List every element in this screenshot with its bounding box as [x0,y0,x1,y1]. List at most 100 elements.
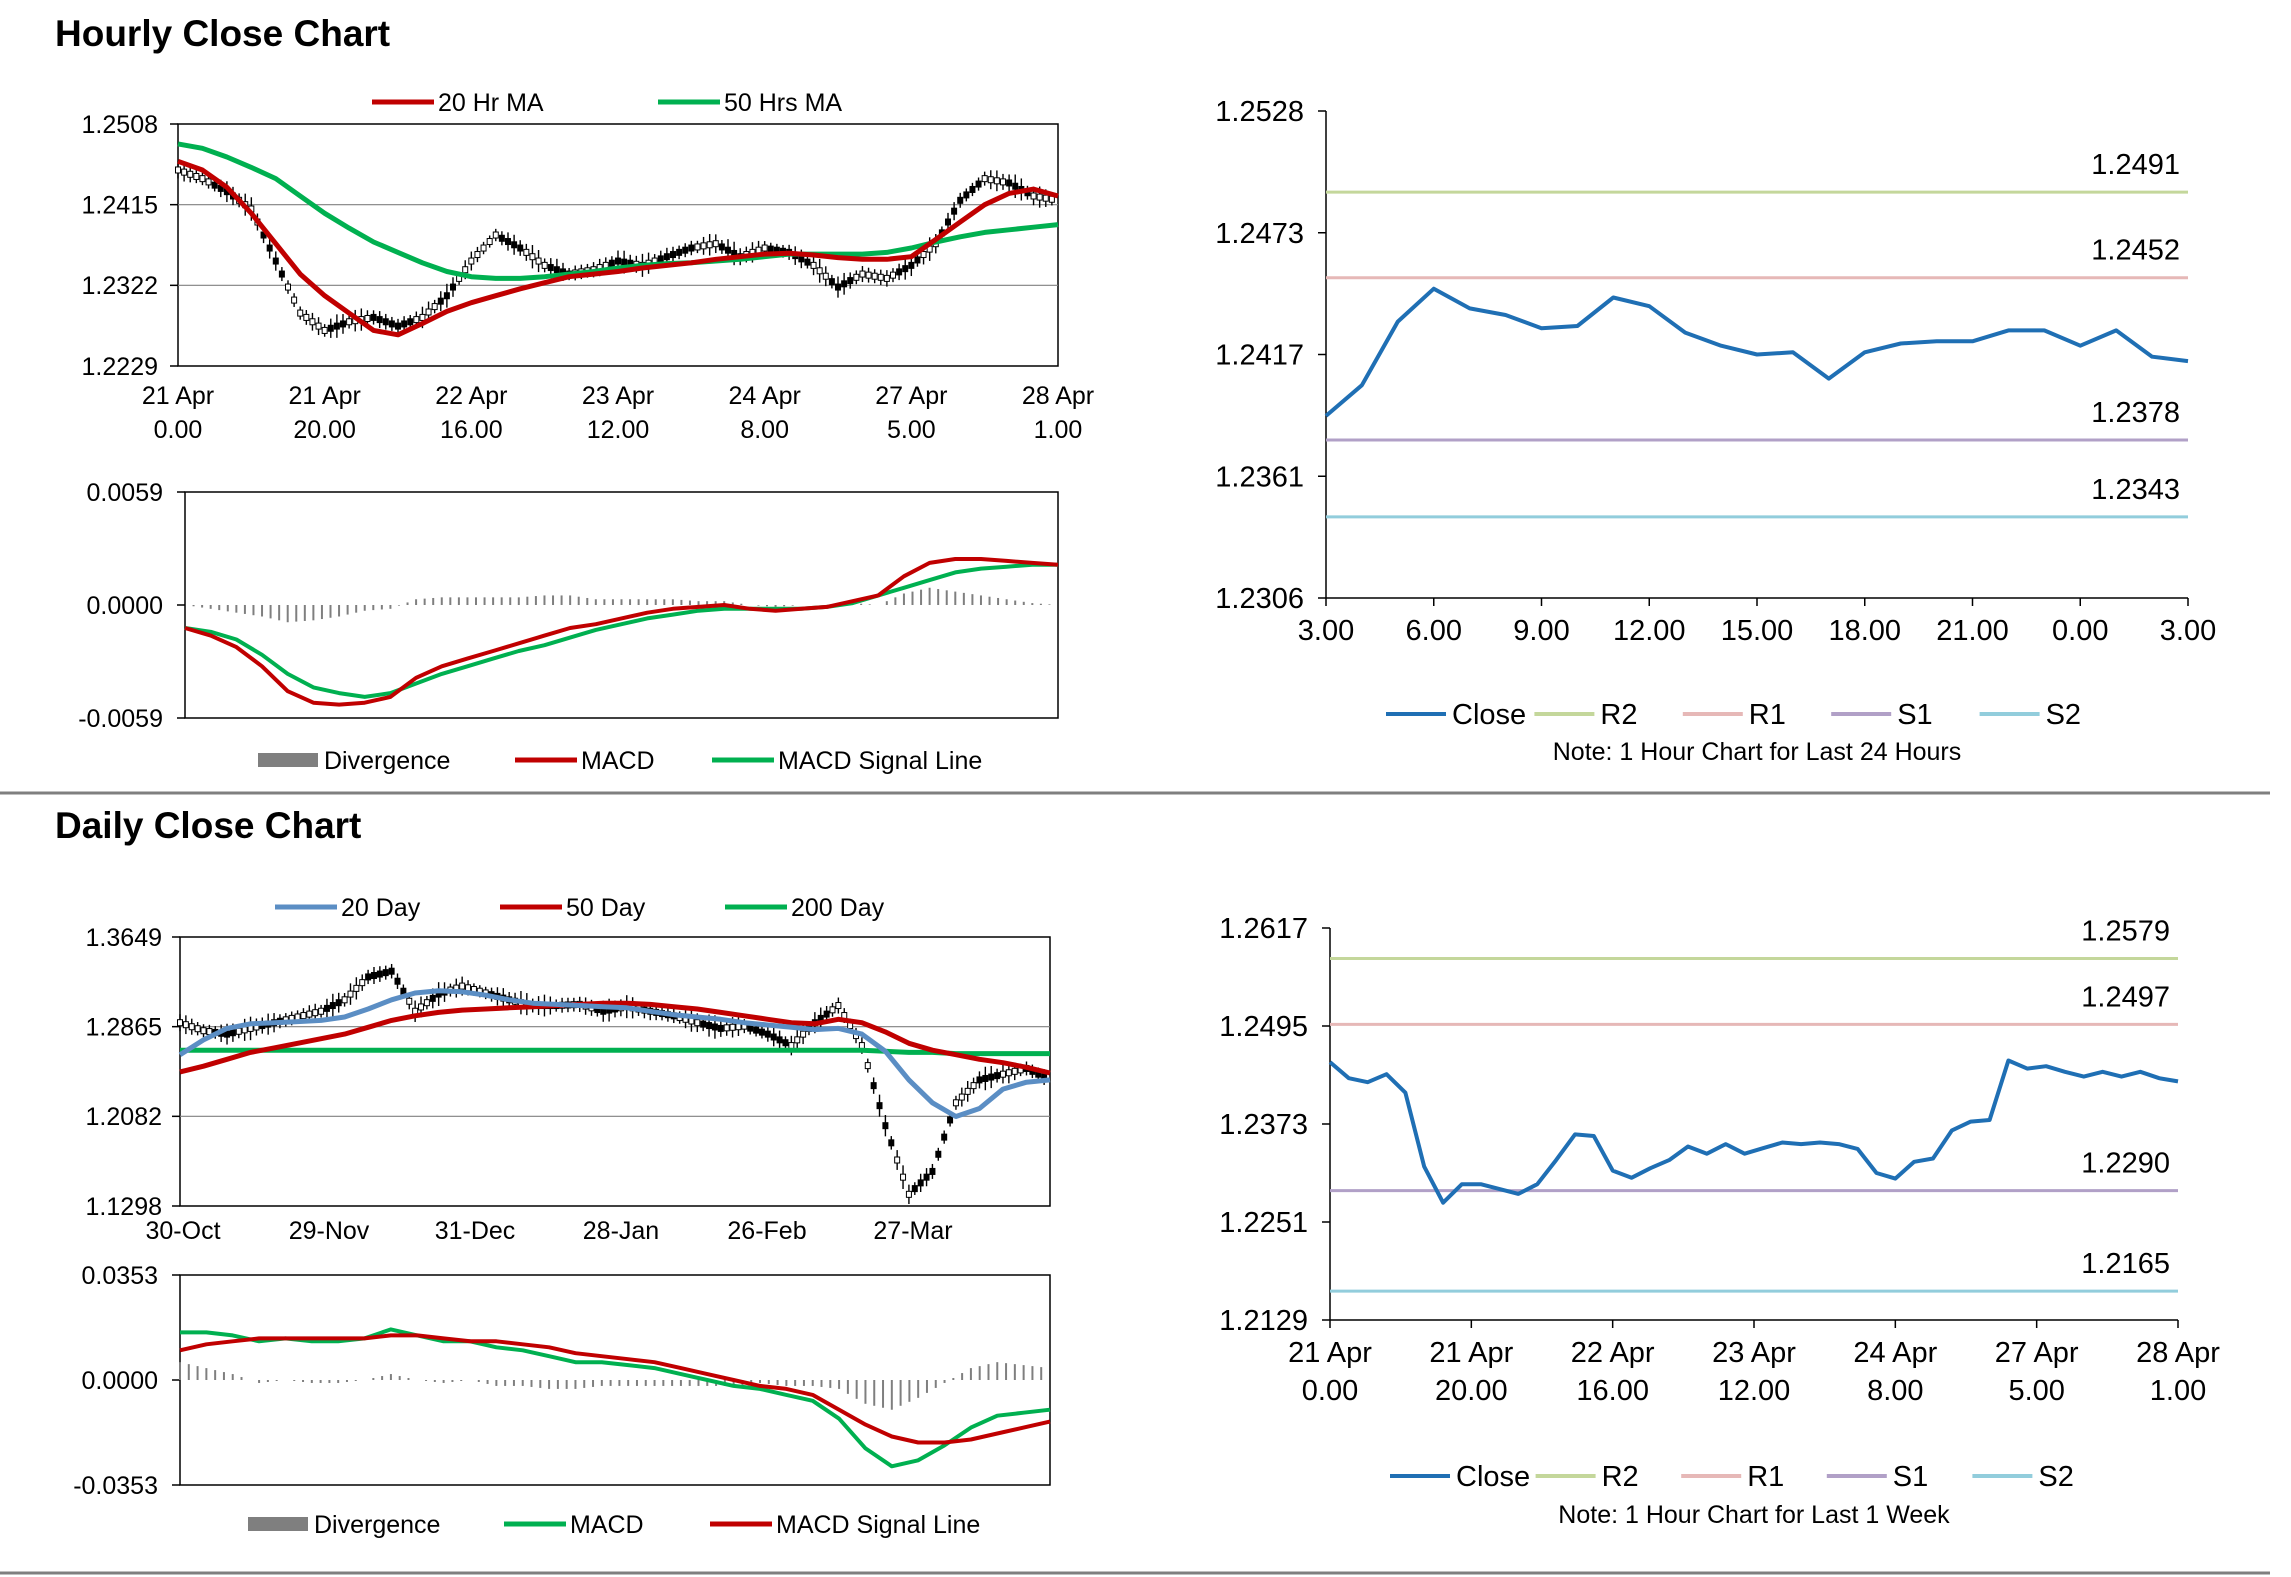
daily-macd-y-tick: 0.0353 [82,1262,158,1290]
daily-legend-divergence-swatch [248,1517,308,1531]
daily-macd-signal-line [179,1333,1051,1445]
daily-price-candle [418,1003,425,1011]
hourly-price-candle [890,271,896,279]
hourly-price-candle [462,266,469,274]
hourly-week-x-tick-time: 0.00 [1302,1375,1358,1407]
hourly-price-candle [541,261,548,269]
hourly-24h-legend-label: R1 [1749,699,1786,731]
hourly-price-candle [382,318,389,326]
daily-price-candle [459,982,466,990]
daily-price-candle [982,1074,989,1082]
daily-price-candle [788,1042,795,1050]
hourly-price-x-tick-time: 8.00 [740,416,789,444]
hourly-price-candle [333,322,340,330]
hourly-24h-y-tick: 1.2528 [1215,96,1304,128]
hourly-legend-divergence-label: Divergence [324,747,450,775]
daily-macd-y-tick: -0.0353 [73,1472,158,1500]
hourly-24h-legend-label: S2 [2046,699,2081,731]
daily-price-candle [382,969,389,977]
hourly-price-candle [761,244,768,252]
daily-legend-macd-signal-label: MACD Signal Line [776,1511,980,1539]
hourly-price-y-tick: 1.2322 [82,272,158,300]
hourly-price-candle [969,185,976,193]
hourly-price-candle [694,243,701,251]
hourly-price-y-tick: 1.2508 [82,111,158,139]
hourly-price-candle [553,266,560,274]
hourly-price-candle [859,270,866,278]
hourly-legend-ma50-label: 50 Hrs MA [724,89,842,117]
hourly-price-candle [431,303,438,311]
hourly-24h-x-tick: 12.00 [1613,615,1686,647]
hourly-price-candle [804,258,811,266]
daily-price-candle [794,1036,801,1044]
daily-price-candle [900,1173,907,1181]
hourly-price-candle [266,244,273,252]
hourly-price-plot-area [177,123,1059,367]
hourly-price-candle [401,320,408,328]
daily-macd-plot-area [179,1274,1051,1486]
daily-legend-divergence-label: Divergence [314,1511,440,1539]
hourly-price-candle [700,242,707,250]
hourly-price-candle [981,175,988,183]
hourly-week-legend-label: R2 [1602,1461,1639,1493]
daily-price-candle [423,999,430,1007]
daily-ma200-line [180,1047,1050,1057]
hourly-price-candle [486,238,493,246]
daily-price-y-tick: 1.1298 [86,1193,162,1221]
hourly-macd-signal-line [184,562,1058,699]
hourly-price-candle [1000,178,1006,186]
hourly-price-candle [951,207,958,215]
hourly-price-candle [303,313,310,321]
hourly-week-y-tick: 1.2495 [1219,1011,1308,1043]
hourly-price-candle [853,273,860,281]
hourly-price-candle [810,261,817,269]
daily-price-candle [823,1010,830,1018]
daily-price-candle [941,1133,948,1141]
hourly-price-y-tick: 1.2229 [82,353,158,381]
daily-macd-chart: 0.0353 0.0000 -0.0353 Divergence MACD MACD Si… [73,1262,1051,1539]
hourly-price-candle [370,313,377,321]
hourly-price-candle [828,278,835,286]
hourly-price-candle [407,318,414,326]
daily-price-candle [870,1082,877,1090]
hourly-price-candle [340,320,346,328]
daily-price-candle [800,1030,807,1038]
hourly-price-candle [615,257,621,265]
hourly-24h-y-tick: 1.2417 [1215,340,1304,372]
hourly-legend-macd-signal-label: MACD Signal Line [778,747,982,775]
daily-price-candle [182,1021,189,1029]
hourly-price-candle [682,246,689,254]
hourly-24h-x-tick: 21.00 [1936,615,2009,647]
daily-price-candle [717,1024,724,1032]
daily-price-candle [758,1028,765,1036]
hourly-price-candle [272,257,279,265]
daily-price-x-tick: 31-Dec [435,1217,516,1245]
hourly-price-candle [865,271,872,279]
hourly-price-candle [914,256,921,264]
hourly-week-close-line [1328,1058,2179,1205]
hourly-price-candle [492,231,499,239]
daily-legend-200day-label: 200 Day [791,894,885,922]
daily-price-candle [753,1026,760,1034]
daily-legend-20day-label: 20 Day [341,894,421,922]
hourly-price-candle [211,181,218,189]
daily-price-candle [394,977,401,985]
daily-price-candle [988,1073,995,1081]
hourly-price-candle [285,283,291,291]
daily-price-candle [729,1023,736,1031]
hourly-24h-x-tick: 3.00 [1298,615,1354,647]
daily-price-x-tick: 30-Oct [145,1217,220,1245]
daily-price-x-tick: 29-Nov [289,1217,370,1245]
hourly-week-x-tick-date: 21 Apr [1288,1337,1372,1369]
daily-price-candle [318,1007,325,1015]
hourly-macd-y-tick: 0.0000 [87,592,163,620]
daily-ma20-line [178,988,1051,1119]
hourly-legend-divergence-swatch [258,753,318,767]
hourly-price-candle [199,175,206,183]
hourly-week-x-tick-date: 23 Apr [1712,1337,1796,1369]
daily-price-candle [312,1009,319,1017]
hourly-price-candle [181,168,188,176]
daily-price-candle [700,1020,707,1028]
daily-macd-y-tick: 0.0000 [82,1367,158,1395]
